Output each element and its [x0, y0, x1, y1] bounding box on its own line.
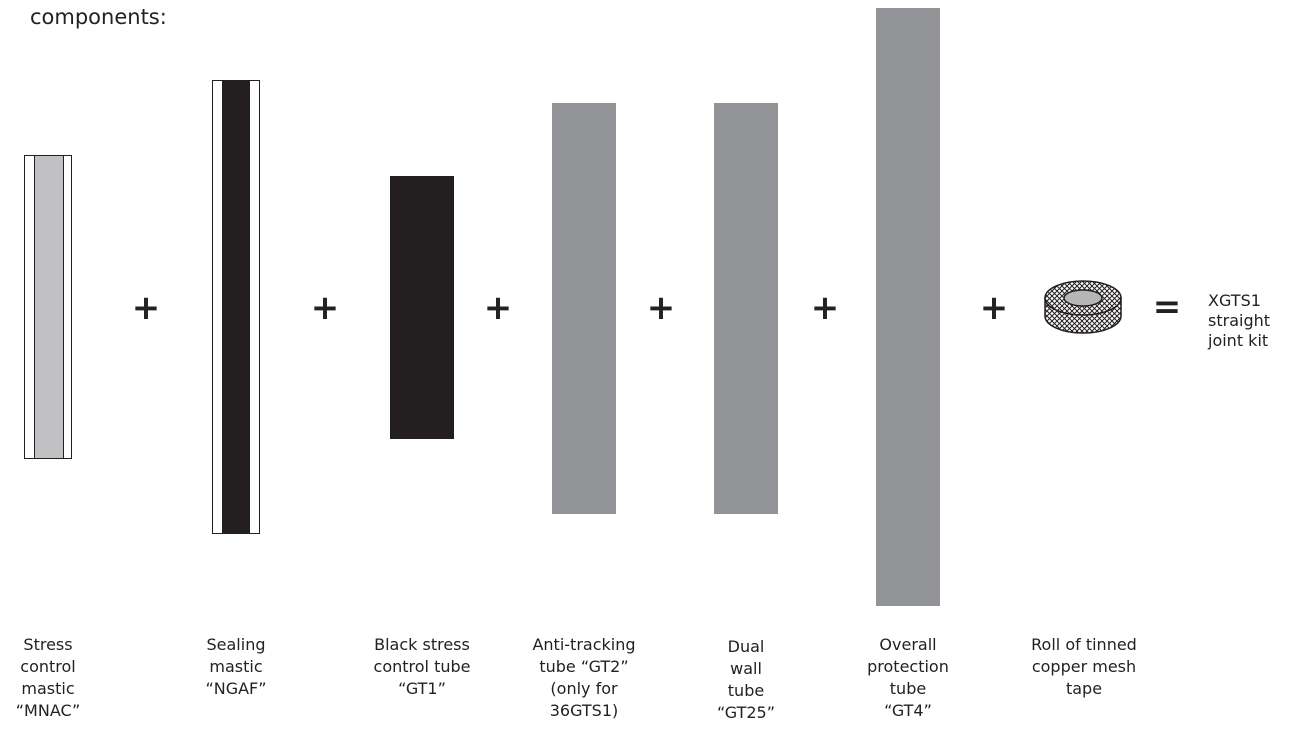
ngaf-caption: Sealing mastic “NGAF”: [205, 635, 267, 698]
plus-operator-1: +: [131, 288, 161, 328]
mesh-tape-caption: Roll of tinned copper mesh tape: [1031, 635, 1137, 698]
gt25-caption: Dual wall tube “GT25”: [717, 637, 775, 722]
result-label: XGTS1 straight joint kit: [1208, 291, 1271, 350]
mnac-mastic-core: [34, 156, 64, 458]
plus-operator-3: +: [483, 288, 513, 328]
gt2-caption: Anti-tracking tube “GT2” (only for 36GTS…: [532, 635, 636, 720]
ngaf-mastic-shape: [212, 80, 260, 534]
plus-operator-4: +: [646, 288, 676, 328]
plus-operator-5: +: [810, 288, 840, 328]
mesh-tape-roll-icon: [1044, 280, 1122, 334]
ngaf-mastic-core: [222, 81, 250, 533]
gt4-tube-shape: [876, 8, 940, 606]
gt4-caption: Overall protection tube “GT4”: [867, 635, 949, 720]
equals-operator: =: [1152, 287, 1182, 327]
heading: components:: [30, 5, 167, 29]
gt2-tube-shape: [552, 103, 616, 514]
gt1-caption: Black stress control tube “GT1”: [373, 635, 471, 698]
gt1-tube-shape: [390, 176, 454, 439]
mnac-mastic-shape: [24, 155, 72, 459]
mnac-caption: Stress control mastic “MNAC”: [15, 635, 81, 720]
gt25-tube-shape: [714, 103, 778, 514]
plus-operator-2: +: [310, 288, 340, 328]
plus-operator-6: +: [979, 288, 1009, 328]
